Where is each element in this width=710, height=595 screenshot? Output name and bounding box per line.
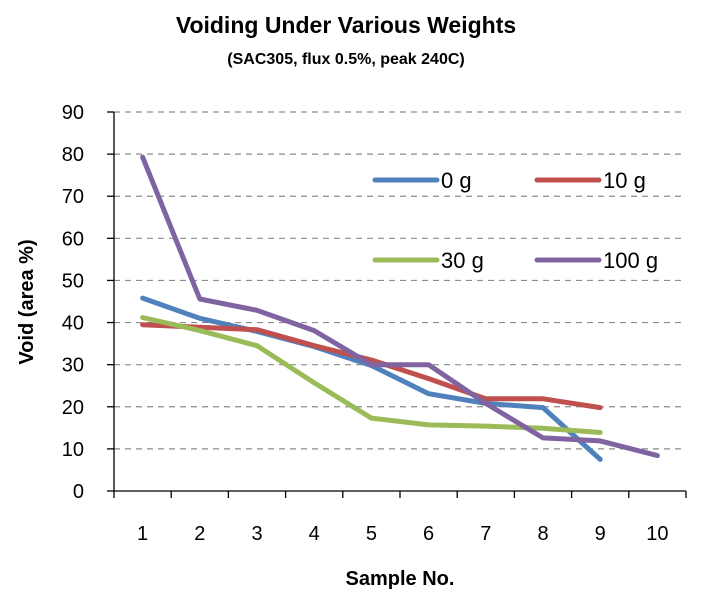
legend-label-10g: 10 g	[603, 168, 646, 193]
y-tick-labels: 0 10 20 30 40 50 60 70 80 90	[62, 102, 84, 503]
y-tick-label: 0	[73, 481, 84, 503]
legend-label-0g: 0 g	[441, 168, 472, 193]
y-tick-label: 80	[62, 144, 84, 166]
series-line-30g	[140, 315, 603, 435]
x-tick-label: 7	[480, 523, 491, 545]
x-tick-label: 4	[309, 523, 320, 545]
series-line-10g	[140, 322, 603, 411]
legend: 0 g 10 g 30 g 100 g	[372, 168, 658, 273]
x-tick-label: 1	[137, 523, 148, 545]
chart-title: Voiding Under Various Weights	[176, 12, 516, 38]
chart-subtitle: (SAC305, flux 0.5%, peak 240C)	[227, 51, 464, 68]
x-axis-label: Sample No.	[346, 568, 455, 590]
y-tick-label: 90	[62, 102, 84, 124]
y-tick-label: 60	[62, 228, 84, 250]
legend-label-100g: 100 g	[603, 248, 658, 273]
x-tick-label: 5	[366, 523, 377, 545]
y-tick-label: 50	[62, 270, 84, 292]
y-tick-label: 10	[62, 439, 84, 461]
y-tick-label: 20	[62, 397, 84, 419]
y-tick-label: 40	[62, 313, 84, 335]
x-tick-label: 2	[194, 523, 205, 545]
y-axis-label: Void (area %)	[16, 239, 38, 364]
x-tick-label: 8	[537, 523, 548, 545]
x-tick-label: 3	[251, 523, 262, 545]
series-lines	[140, 154, 660, 462]
x-tick-label: 6	[423, 523, 434, 545]
series-line-100g	[140, 154, 660, 459]
y-tick-label: 70	[62, 186, 84, 208]
legend-label-30g: 30 g	[441, 248, 484, 273]
y-tick-label: 30	[62, 355, 84, 377]
x-tick-labels: 1 2 3 4 5 6 7 8 9 10	[137, 523, 668, 545]
x-tick-label: 10	[646, 523, 668, 545]
gridlines	[114, 111, 686, 450]
axes	[107, 111, 687, 498]
x-tick-label: 9	[595, 523, 606, 545]
